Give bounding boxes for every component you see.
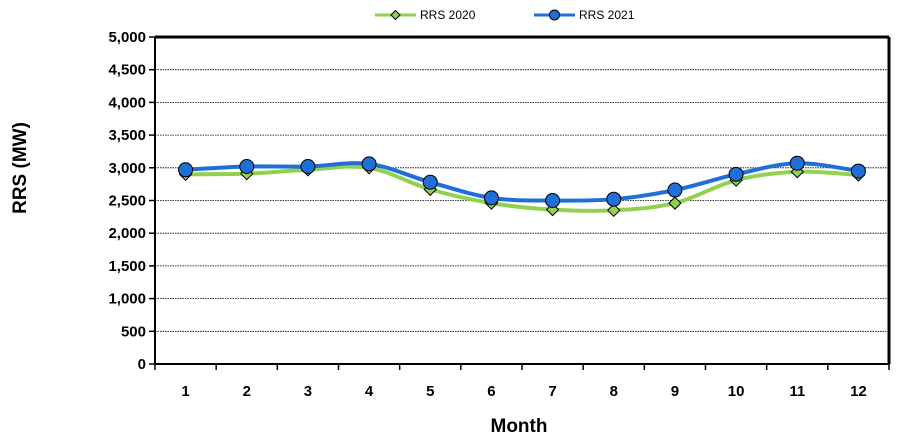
legend-item-rrs-2020: RRS 2020 — [375, 8, 476, 22]
x-tick-label: 4 — [365, 383, 374, 400]
point-rrs-2021 — [300, 158, 316, 174]
x-tick-label: 3 — [304, 383, 312, 400]
y-tick-label: 4,500 — [108, 62, 146, 79]
series-rrs-2021 — [178, 155, 866, 208]
y-tick-label: 1,500 — [108, 258, 146, 275]
x-tick-label: 8 — [610, 383, 618, 400]
y-axis-title: RRS (MW) — [10, 122, 31, 214]
point-rrs-2021 — [606, 191, 622, 207]
line-rrs-2020 — [185, 164, 859, 213]
point-rrs-2021 — [178, 162, 194, 178]
legend-label-rrs-2021: RRS 2021 — [579, 8, 635, 22]
y-tick-label: 4,000 — [108, 94, 146, 111]
point-rrs-2021 — [239, 158, 255, 174]
point-rrs-2021 — [422, 174, 438, 190]
y-tick-label: 3,500 — [108, 127, 146, 144]
x-tick-label: 1 — [181, 383, 189, 400]
x-axis-title: Month — [491, 416, 548, 437]
series-layer — [178, 155, 866, 218]
axes — [149, 35, 891, 370]
point-rrs-2021 — [850, 163, 866, 179]
x-tick-label: 2 — [243, 383, 251, 400]
legend-item-rrs-2021: RRS 2021 — [534, 8, 635, 22]
grid — [155, 36, 889, 332]
point-rrs-2021 — [361, 156, 377, 172]
y-tick-label: 0 — [138, 356, 146, 373]
y-tick-label: 2,500 — [108, 193, 146, 210]
point-rrs-2021 — [728, 166, 744, 182]
y-tick-label: 2,000 — [108, 225, 146, 242]
x-tick-label: 5 — [426, 383, 434, 400]
point-rrs-2020 — [607, 203, 621, 218]
x-tick-label: 12 — [850, 383, 867, 400]
tick-labels: 0 500 1,000 1,500 2,000 2,500 3,000 3,500 4,000 4… — [108, 29, 866, 400]
y-tick-label: 3,000 — [108, 160, 146, 177]
legend: RRS 2020 RRS 2021 — [375, 8, 635, 22]
point-rrs-2020 — [668, 196, 682, 210]
point-rrs-2021 — [545, 193, 561, 208]
legend-marker-rrs-2020 — [390, 9, 401, 21]
y-tick-label: 5,000 — [108, 29, 146, 46]
y-tick-label: 1,000 — [108, 291, 146, 308]
point-rrs-2021 — [483, 190, 499, 206]
x-tick-label: 7 — [548, 383, 556, 400]
legend-label-rrs-2020: RRS 2020 — [420, 8, 476, 22]
x-tick-label: 6 — [487, 383, 495, 400]
x-tick-label: 11 — [789, 383, 805, 400]
point-rrs-2021 — [789, 155, 805, 171]
point-rrs-2021 — [667, 182, 683, 198]
x-tick-label: 10 — [728, 383, 745, 400]
line-rrs-2021 — [185, 161, 859, 203]
y-tick-label: 500 — [121, 323, 146, 340]
x-tick-label: 9 — [671, 383, 679, 400]
legend-marker-rrs-2021 — [549, 9, 560, 21]
